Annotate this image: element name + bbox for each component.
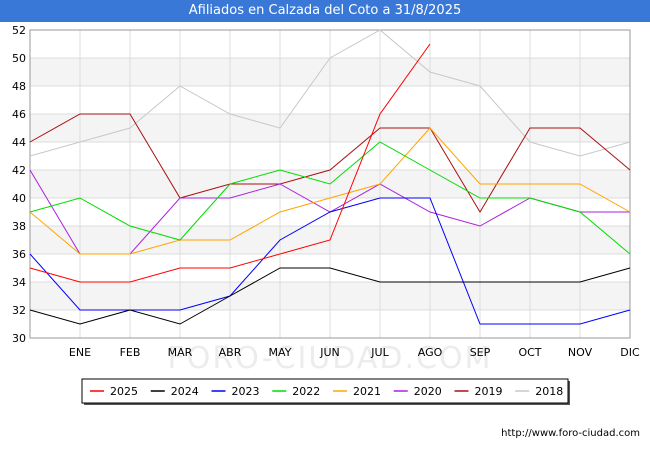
x-tick-label: SEP	[470, 346, 491, 359]
legend-label-2018: 2018	[535, 385, 563, 398]
x-tick-label: AGO	[418, 346, 443, 359]
legend-label-2025: 2025	[110, 385, 138, 398]
legend-box	[81, 378, 569, 404]
y-tick-label: 48	[12, 80, 26, 93]
x-tick-label: NOV	[568, 346, 593, 359]
series-line-2019	[29, 113, 631, 213]
legend-label-2022: 2022	[292, 385, 320, 398]
y-tick-label: 42	[12, 164, 26, 177]
series-line-2025	[29, 43, 431, 283]
y-tick-label: 46	[12, 108, 26, 121]
y-tick-label: 40	[12, 192, 26, 205]
source-url[interactable]: http://www.foro-ciudad.com	[501, 428, 640, 439]
legend-label-2020: 2020	[414, 385, 442, 398]
y-tick-label: 34	[12, 276, 26, 289]
series-line-2022	[29, 141, 631, 255]
y-tick-label: 36	[12, 248, 26, 261]
y-tick-label: 32	[12, 304, 26, 317]
legend-label-2023: 2023	[232, 385, 260, 398]
x-tick-label: DIC	[620, 346, 640, 359]
chart-title: Afiliados en Calzada del Coto a 31/8/202…	[0, 0, 650, 22]
y-tick-label: 38	[12, 220, 26, 233]
y-tick-label: 52	[12, 24, 26, 37]
series-line-2018	[29, 29, 631, 157]
legend-label-2019: 2019	[475, 385, 503, 398]
x-tick-label: MAR	[168, 346, 193, 359]
x-tick-label: JUN	[319, 346, 340, 359]
watermark: FORO-CIUDAD.COM	[168, 341, 493, 376]
series-line-2024	[29, 267, 631, 325]
x-tick-label: ABR	[219, 346, 242, 359]
series-line-2021	[29, 127, 631, 255]
x-tick-label: OCT	[518, 346, 541, 359]
y-tick-label: 50	[12, 52, 26, 65]
x-tick-label: MAY	[269, 346, 292, 359]
y-tick-label: 44	[12, 136, 26, 149]
legend: 2025 2024 2023 2022 2021 2020 2019 2018	[81, 378, 569, 404]
legend-label-2021: 2021	[353, 385, 381, 398]
plot-border	[29, 29, 631, 339]
x-tick-label: JUL	[370, 346, 389, 359]
y-tick-label: 30	[12, 332, 26, 345]
legend-label-2024: 2024	[171, 385, 199, 398]
x-tick-label: FEB	[120, 346, 141, 359]
x-tick-label: ENE	[69, 346, 91, 359]
